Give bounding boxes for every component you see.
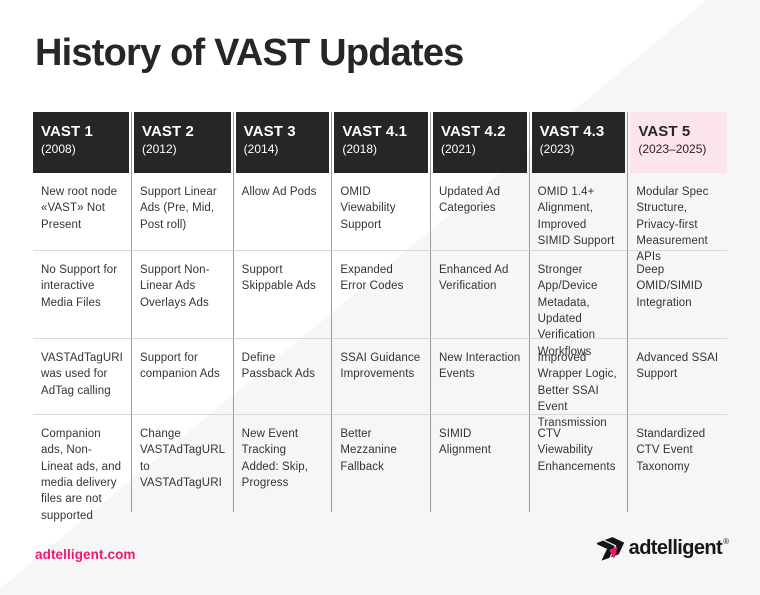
table-cell: Support Skippable Ads — [233, 251, 333, 339]
table-cell: OMID 1.4+ Alignment, Improved SIMID Supp… — [529, 173, 629, 251]
table-cell: New root node «VAST» Not Present — [33, 173, 132, 251]
table-cell: Support for companion Ads — [131, 339, 234, 415]
brand-logo: adtelligent ® — [596, 533, 729, 563]
table-cell: Change VASTAdTagURL to VASTAdTagURI — [132, 415, 234, 512]
table-cell: SSAI Guidance Improvements — [332, 339, 431, 415]
column-header-vast5: VAST 5 (2023–2025) — [628, 112, 727, 173]
column-header-year: (2014) — [243, 142, 279, 156]
column-header-year: (2018) — [342, 142, 378, 156]
table-cell: VASTAdTagURI was used for AdTag calling — [33, 339, 132, 415]
brand-wordmark: adtelligent — [628, 536, 723, 559]
table-cell: Deep OMID/SIMID Integration — [628, 251, 727, 339]
column-header-year: (2021) — [441, 142, 476, 156]
column-header-vast3: VAST 3 (2014) — [234, 112, 333, 173]
table-cell: OMID Viewability Support — [332, 173, 431, 251]
column-header-label: VAST 2 — [141, 123, 194, 140]
table-cell: Updated Ad Categories — [431, 173, 530, 251]
table-cell: Expanded Error Codes — [332, 251, 431, 339]
table-cell: New Interaction Events — [431, 339, 530, 415]
table-cell: Define Passback Ads — [233, 339, 333, 415]
adtelligent-logo-icon — [596, 537, 624, 561]
table-cell: Modular Spec Structure, Privacy-first Me… — [628, 173, 727, 263]
column-header-year: (2012) — [141, 142, 177, 156]
table-cell: No Support for interactive Media Files — [33, 251, 132, 339]
column-header-vast4-3: VAST 4.3 (2023) — [530, 112, 629, 173]
column-header-vast2: VAST 2 (2012) — [132, 112, 234, 173]
vast-history-table: VAST 1 (2008) VAST 2 (2012) VAST 3 (2014… — [33, 112, 727, 522]
footer-website-link[interactable]: adtelligent.com — [35, 547, 136, 562]
column-header-year: (2023) — [539, 142, 575, 156]
table-cell: Allow Ad Pods — [233, 173, 333, 251]
column-header-label: VAST 4.1 — [342, 123, 408, 140]
table-cell: Enhanced Ad Verification — [431, 251, 530, 339]
column-header-label: VAST 3 — [243, 123, 296, 140]
column-header-label: VAST 4.3 — [539, 123, 605, 140]
table-cell: Support Linear Ads (Pre, Mid, Post roll) — [131, 173, 234, 251]
table-cell: Advanced SSAI Support — [628, 339, 727, 415]
table-cell: Stronger App/Device Metadata, Updated Ve… — [529, 251, 629, 358]
column-header-label: VAST 4.2 — [441, 123, 506, 140]
registered-trademark-symbol: ® — [723, 536, 729, 546]
table-cell: SIMID Alignment — [431, 415, 530, 512]
column-header-year: (2008) — [41, 142, 76, 156]
table-cell: Support Non-Linear Ads Overlays Ads — [131, 251, 234, 339]
column-header-vast4-1: VAST 4.1 (2018) — [332, 112, 431, 173]
column-header-vast4-2: VAST 4.2 (2021) — [431, 112, 530, 173]
table-cell: Better Mezzanine Fallback — [332, 415, 431, 512]
column-header-label: VAST 1 — [41, 123, 94, 140]
column-header-vast1: VAST 1 (2008) — [33, 112, 132, 173]
column-header-year: (2023–2025) — [638, 142, 707, 156]
column-header-label: VAST 5 — [638, 123, 691, 140]
table-cell: New Event Tracking Added: Skip, Progress — [234, 415, 333, 512]
page-title: History of VAST Updates — [35, 32, 464, 74]
table-cell: Standardized CTV Event Taxonomy — [636, 428, 706, 473]
table-cell: Improved Wrapper Logic, Better SSAI Even… — [529, 339, 629, 429]
table-cell: CTV Viewability Enhancements — [530, 415, 629, 512]
table-cell: Companion ads, Non-Lineat ads, and media… — [33, 415, 132, 522]
